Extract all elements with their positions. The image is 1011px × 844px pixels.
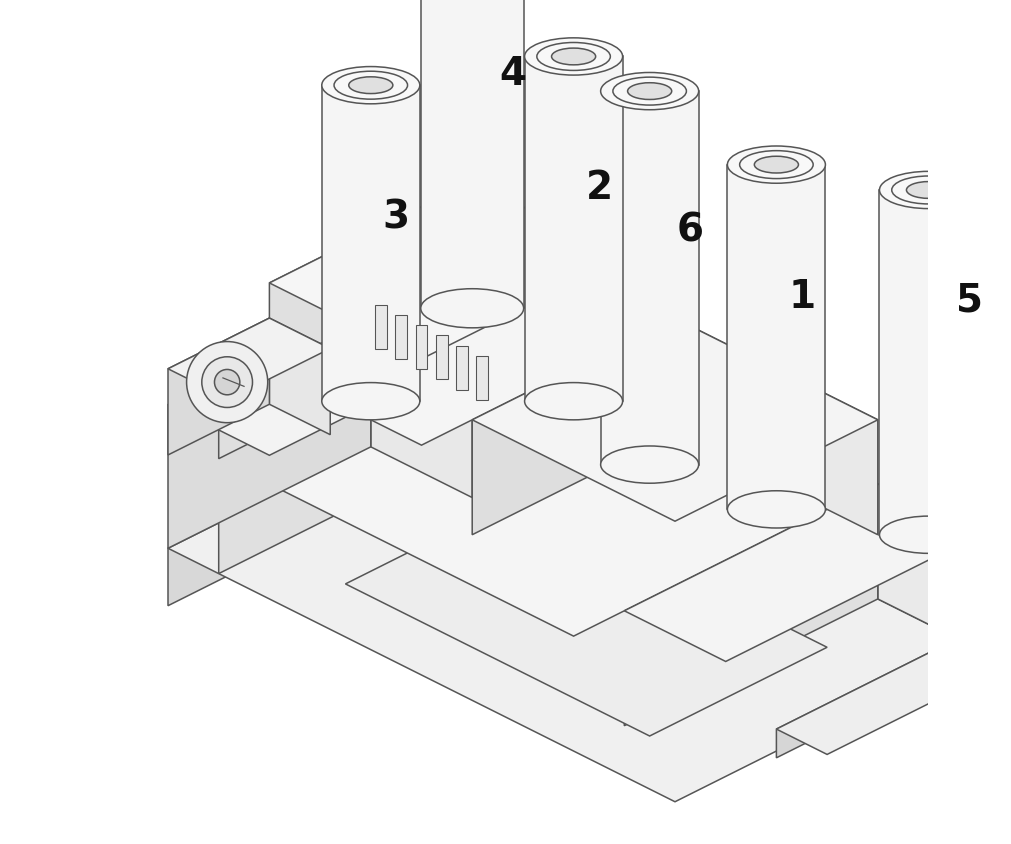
Polygon shape (775, 653, 927, 758)
Polygon shape (218, 243, 422, 459)
Text: 6: 6 (676, 212, 703, 249)
Polygon shape (472, 397, 979, 707)
Bar (436, 336, 447, 380)
Ellipse shape (214, 370, 240, 395)
Text: 4: 4 (498, 56, 526, 93)
Polygon shape (218, 307, 877, 636)
Ellipse shape (524, 39, 622, 76)
Polygon shape (624, 484, 979, 662)
Ellipse shape (186, 342, 268, 423)
Ellipse shape (613, 78, 685, 106)
Polygon shape (953, 584, 1011, 691)
Polygon shape (877, 484, 979, 650)
Ellipse shape (879, 172, 977, 209)
Ellipse shape (551, 49, 595, 66)
Polygon shape (345, 495, 826, 736)
Text: 2: 2 (584, 170, 612, 207)
Polygon shape (168, 397, 979, 802)
Polygon shape (168, 304, 370, 549)
Ellipse shape (753, 157, 798, 174)
Text: 5: 5 (954, 282, 982, 319)
Polygon shape (168, 319, 269, 456)
Ellipse shape (349, 78, 392, 95)
Polygon shape (523, 307, 877, 599)
Ellipse shape (524, 383, 622, 420)
Polygon shape (523, 495, 826, 682)
Ellipse shape (321, 68, 420, 105)
Polygon shape (168, 304, 472, 456)
Ellipse shape (891, 176, 964, 205)
Bar (395, 316, 406, 360)
Ellipse shape (421, 289, 523, 328)
Ellipse shape (727, 147, 825, 184)
Text: 3: 3 (382, 198, 409, 235)
Ellipse shape (601, 73, 698, 111)
Polygon shape (727, 165, 825, 510)
Polygon shape (370, 304, 472, 498)
Ellipse shape (321, 383, 420, 420)
Polygon shape (927, 653, 979, 707)
Ellipse shape (999, 604, 1011, 680)
Polygon shape (472, 182, 624, 344)
Bar (416, 326, 427, 370)
Polygon shape (472, 319, 877, 522)
Ellipse shape (727, 491, 825, 528)
Polygon shape (472, 319, 674, 535)
Ellipse shape (601, 446, 698, 484)
Ellipse shape (627, 84, 671, 100)
Polygon shape (168, 397, 472, 606)
Ellipse shape (739, 151, 813, 180)
Polygon shape (218, 243, 624, 446)
Bar (476, 356, 487, 400)
Polygon shape (269, 319, 330, 436)
Ellipse shape (879, 517, 977, 554)
Polygon shape (269, 182, 624, 360)
Ellipse shape (536, 43, 610, 72)
Bar (456, 346, 467, 390)
Polygon shape (321, 86, 420, 402)
Ellipse shape (334, 72, 407, 100)
Polygon shape (601, 92, 698, 465)
Polygon shape (218, 307, 523, 574)
Polygon shape (345, 495, 523, 619)
Polygon shape (775, 653, 979, 755)
Polygon shape (674, 319, 877, 535)
Polygon shape (524, 57, 622, 402)
Polygon shape (269, 182, 472, 370)
Polygon shape (879, 191, 977, 535)
Ellipse shape (201, 357, 253, 408)
Polygon shape (422, 243, 624, 459)
Polygon shape (953, 584, 1011, 660)
Polygon shape (168, 319, 330, 400)
Text: 1: 1 (788, 278, 815, 315)
Polygon shape (421, 0, 523, 309)
Polygon shape (624, 484, 877, 726)
Bar (375, 306, 386, 349)
Ellipse shape (906, 182, 949, 199)
